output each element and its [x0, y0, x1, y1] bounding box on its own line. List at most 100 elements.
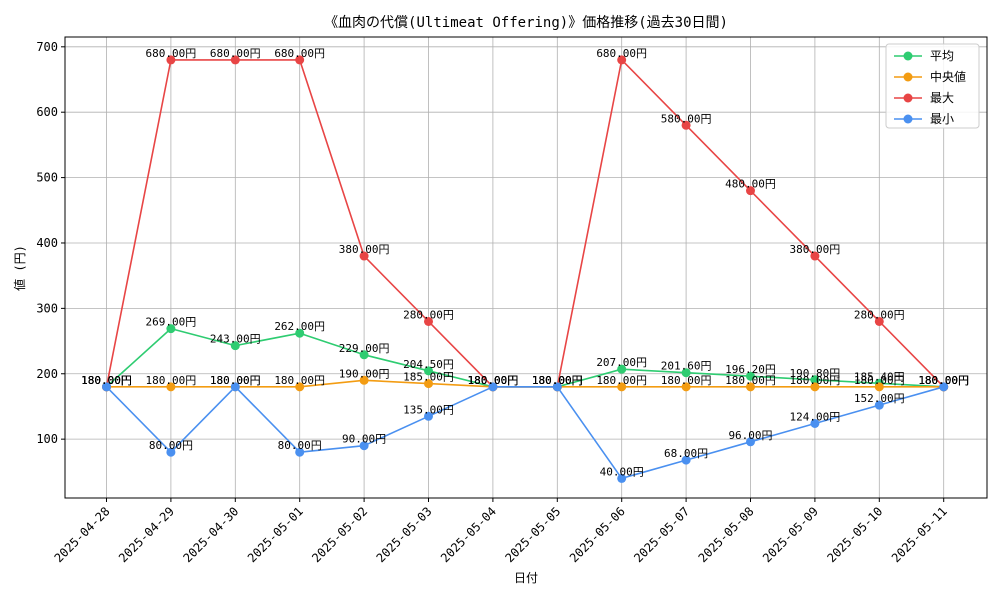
y-tick-label: 500 — [36, 171, 58, 185]
data-label: 152.00円 — [854, 392, 905, 405]
data-label: 180.00円 — [146, 374, 197, 387]
data-point — [166, 55, 176, 65]
data-label: 480.00円 — [725, 178, 776, 191]
y-tick-label: 600 — [36, 105, 58, 119]
data-point — [359, 251, 369, 261]
data-point — [295, 55, 305, 65]
data-label: 180.00円 — [210, 374, 261, 387]
data-label: 190.80円 — [790, 367, 841, 380]
data-point — [681, 120, 691, 130]
data-label: 180.00円 — [274, 374, 325, 387]
data-point — [746, 382, 755, 392]
data-point — [230, 341, 240, 351]
data-label: 180.00円 — [532, 374, 583, 387]
chart-title: 《血肉の代償(Ultimeat Offering)》価格推移(過去30日間) — [324, 15, 728, 31]
data-label: 180.00円 — [81, 374, 132, 387]
data-point — [874, 316, 884, 326]
data-label: 180.00円 — [210, 374, 261, 387]
data-label: 180.00円 — [725, 374, 776, 387]
data-label: 262.00円 — [274, 320, 325, 333]
data-labels: 180.00円 269.00円 243.00円 262.00円 229.00円 204.5… — [81, 47, 969, 478]
data-label: 180.00円 — [918, 374, 969, 387]
data-label: 204.50円 — [403, 358, 454, 371]
data-label: 680.00円 — [596, 47, 647, 60]
data-label: 180.00円 — [468, 374, 519, 387]
data-label: 196.20円 — [725, 363, 776, 376]
legend-entry-label: 中央値 — [930, 69, 966, 84]
data-point — [488, 382, 498, 392]
data-label: 180.00円 — [918, 374, 969, 387]
data-point — [424, 316, 433, 326]
data-label: 190.00円 — [339, 367, 390, 380]
data-point — [939, 382, 949, 392]
data-label: 201.60円 — [661, 360, 712, 373]
legend-entry-label: 最大 — [930, 91, 954, 105]
data-point — [681, 382, 691, 392]
data-point — [295, 382, 305, 392]
data-point — [424, 379, 433, 389]
data-label: 380.00円 — [790, 243, 841, 256]
data-point — [874, 400, 884, 410]
data-point — [746, 186, 755, 196]
grid-lines — [65, 37, 987, 498]
data-point — [359, 441, 369, 451]
data-point — [874, 382, 884, 392]
data-label: 40.00円 — [600, 465, 644, 478]
data-point — [295, 328, 305, 338]
data-label: 124.00円 — [790, 410, 841, 423]
data-label: 243.00円 — [210, 333, 261, 346]
data-label: 180.00円 — [532, 374, 583, 387]
data-label: 280.00円 — [403, 308, 454, 321]
data-label: 180.00円 — [790, 374, 841, 387]
data-label: 180.00円 — [918, 374, 969, 387]
legend-entry-label: 最小 — [930, 112, 954, 126]
data-label: 180.00円 — [81, 374, 132, 387]
data-label: 180.00円 — [81, 374, 132, 387]
data-point — [359, 375, 369, 385]
y-tick-label: 100 — [36, 432, 58, 446]
plot-frame — [64, 36, 988, 499]
legend-swatch-marker — [903, 72, 913, 82]
data-label: 680.00円 — [146, 47, 197, 60]
data-label: 580.00円 — [661, 112, 712, 125]
data-label: 380.00円 — [339, 243, 390, 256]
y-axis: 100 200 300 400 500 600 700 — [36, 40, 65, 446]
data-label: 80.00円 — [278, 439, 322, 452]
data-point — [166, 447, 176, 457]
data-label: 135.00円 — [403, 403, 454, 416]
data-point — [681, 455, 691, 465]
data-label: 80.00円 — [149, 439, 193, 452]
legend-swatch-marker — [903, 93, 913, 103]
data-point — [810, 375, 820, 385]
data-label: 180.00円 — [468, 374, 519, 387]
y-tick-label: 700 — [36, 40, 58, 54]
data-label: 180.00円 — [918, 374, 969, 387]
data-point — [617, 473, 627, 483]
data-point — [102, 382, 111, 392]
x-axis-label: 日付 — [514, 571, 538, 585]
data-label: 680.00円 — [274, 47, 325, 60]
data-label: 90.00円 — [342, 433, 386, 446]
data-point — [746, 437, 755, 447]
data-label: 207.00円 — [596, 356, 647, 369]
data-point — [359, 350, 369, 360]
data-label: 68.00円 — [664, 447, 708, 460]
data-label: 180.00円 — [468, 374, 519, 387]
data-label: 680.00円 — [210, 47, 261, 60]
legend-box — [885, 43, 980, 129]
data-label: 180.00円 — [854, 374, 905, 387]
data-point — [166, 382, 176, 392]
data-point — [810, 251, 820, 261]
data-label: 269.00円 — [146, 316, 197, 329]
data-label: 280.00円 — [854, 308, 905, 321]
data-point — [617, 364, 627, 374]
data-label: 185.40円 — [854, 370, 905, 383]
data-point — [230, 382, 240, 392]
y-tick-label: 200 — [36, 367, 58, 381]
data-point — [295, 447, 305, 457]
data-label: 180.00円 — [468, 374, 519, 387]
series-line-3 — [105, 385, 944, 480]
